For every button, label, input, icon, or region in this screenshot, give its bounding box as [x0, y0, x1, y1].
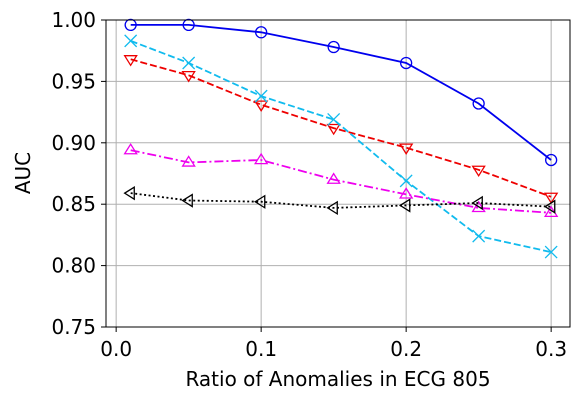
plot-frame: [105, 19, 571, 328]
data-point-marker: [124, 34, 138, 48]
x-axis-label: Ratio of Anomalies in ECG 805: [185, 367, 490, 391]
series-line: [130, 192, 552, 209]
y-tick-label: 1.00: [51, 8, 96, 32]
series-1: [124, 18, 558, 167]
data-point-marker: [181, 193, 193, 208]
data-point-marker: [254, 26, 268, 39]
series-line: [130, 58, 552, 198]
y-tick-label: 0.80: [51, 254, 96, 278]
data-point-marker: [544, 245, 558, 259]
data-point-marker: [398, 143, 414, 155]
series-5: [123, 185, 556, 216]
data-point-marker: [399, 174, 413, 188]
series-line: [130, 23, 552, 161]
data-point-marker: [123, 142, 138, 155]
data-point-marker: [253, 194, 266, 209]
y-tick-label: 0.85: [51, 192, 96, 216]
x-tick-label: 0.1: [245, 337, 277, 361]
data-point-marker: [181, 155, 196, 167]
y-tick-label: 0.95: [51, 69, 96, 93]
y-axis-label: AUC: [11, 152, 35, 194]
data-point-marker: [124, 18, 137, 32]
data-point-marker: [327, 40, 340, 54]
data-point-marker: [545, 153, 558, 167]
data-point-marker: [182, 18, 195, 32]
data-point-marker: [543, 199, 556, 214]
data-point-marker: [182, 56, 196, 70]
series-3: [124, 34, 558, 259]
data-point-marker: [471, 195, 483, 211]
series-layer: [123, 18, 559, 259]
series-2: [123, 55, 559, 205]
data-point-marker: [326, 123, 341, 136]
x-tick-label: 0.3: [535, 337, 567, 361]
data-point-marker: [326, 200, 338, 216]
data-point-marker: [253, 100, 269, 112]
data-point-marker: [254, 89, 268, 103]
data-point-marker: [327, 113, 341, 126]
x-tick-label: 0.0: [100, 337, 132, 361]
data-point-marker: [471, 165, 486, 178]
data-point-marker: [398, 198, 411, 213]
data-point-marker: [253, 152, 269, 165]
y-tick-label: 0.75: [51, 315, 96, 339]
data-point-marker: [326, 172, 341, 184]
axis-ticks: 0.0 0.1 0.2 0.3 0.75 0.80 0.85 0.90 0.95 1.00: [51, 8, 567, 361]
data-point-marker: [181, 71, 196, 83]
y-tick-label: 0.90: [51, 131, 96, 155]
data-point-marker: [123, 185, 135, 201]
data-point-marker: [398, 187, 414, 199]
series-line: [130, 149, 552, 214]
data-point-marker: [543, 192, 559, 205]
x-tick-label: 0.2: [390, 337, 422, 361]
data-point-marker: [399, 56, 413, 70]
data-point-marker: [472, 229, 486, 243]
data-point-marker: [123, 55, 138, 67]
data-point-marker: [472, 97, 485, 110]
